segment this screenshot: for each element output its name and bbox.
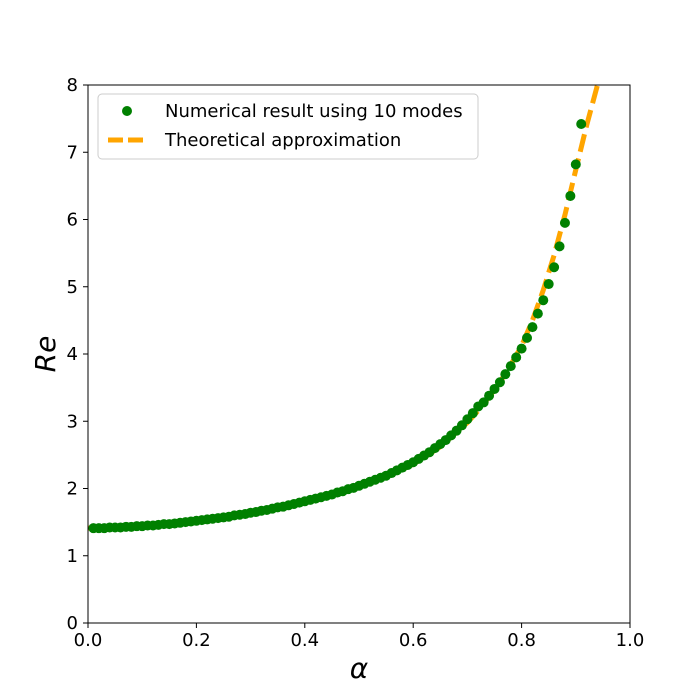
x-axis: 0.0 0.2 0.4 0.6 0.8 1.0: [74, 623, 645, 651]
y-tick-label: 1: [67, 546, 78, 567]
legend-box: [97, 93, 479, 160]
x-tick-label: 0.6: [399, 630, 428, 651]
data-point: [565, 190, 576, 201]
data-point: [554, 241, 565, 252]
y-tick-label: 5: [67, 277, 78, 298]
data-point: [522, 332, 533, 343]
numerical-series: [88, 119, 587, 534]
data-point: [494, 377, 505, 388]
data-point: [478, 397, 489, 408]
data-point: [532, 308, 543, 319]
x-tick-label: 1.0: [616, 630, 645, 651]
series-layer: [88, 85, 600, 534]
data-point: [500, 369, 511, 380]
x-axis-label: α: [350, 652, 369, 685]
data-point: [505, 361, 516, 372]
y-tick-label: 3: [67, 411, 78, 432]
data-point: [570, 159, 581, 170]
legend-label-theoretical: Theoretical approximation: [164, 130, 401, 151]
y-axis-label: Re: [29, 336, 62, 373]
data-point: [484, 390, 495, 401]
legend-label-numerical: Numerical result using 10 modes: [165, 101, 463, 122]
y-tick-label: 4: [67, 344, 78, 365]
plot-area: [88, 85, 630, 623]
data-point: [516, 343, 527, 354]
y-tick-label: 7: [67, 142, 78, 163]
y-tick-label: 6: [67, 210, 78, 231]
data-point: [576, 119, 587, 129]
x-tick-label: 0.2: [182, 630, 211, 651]
y-tick-label: 2: [67, 479, 78, 500]
data-point: [467, 408, 478, 419]
data-point: [543, 279, 554, 290]
data-point: [511, 352, 522, 363]
legend: Numerical result using 10 modes Theoreti…: [97, 93, 479, 160]
x-tick-label: 0.0: [74, 630, 103, 651]
data-point: [527, 322, 538, 333]
y-tick-label: 8: [67, 75, 78, 96]
legend-marker-numerical: [122, 106, 132, 116]
data-point: [538, 295, 549, 306]
y-tick-label: 0: [67, 613, 78, 634]
y-axis: 0 1 2 3 4 5 6 7 8: [67, 75, 88, 634]
x-tick-label: 0.4: [290, 630, 319, 651]
data-point: [549, 262, 560, 273]
data-point: [559, 217, 570, 228]
x-tick-label: 0.8: [507, 630, 536, 651]
data-point: [489, 383, 500, 394]
